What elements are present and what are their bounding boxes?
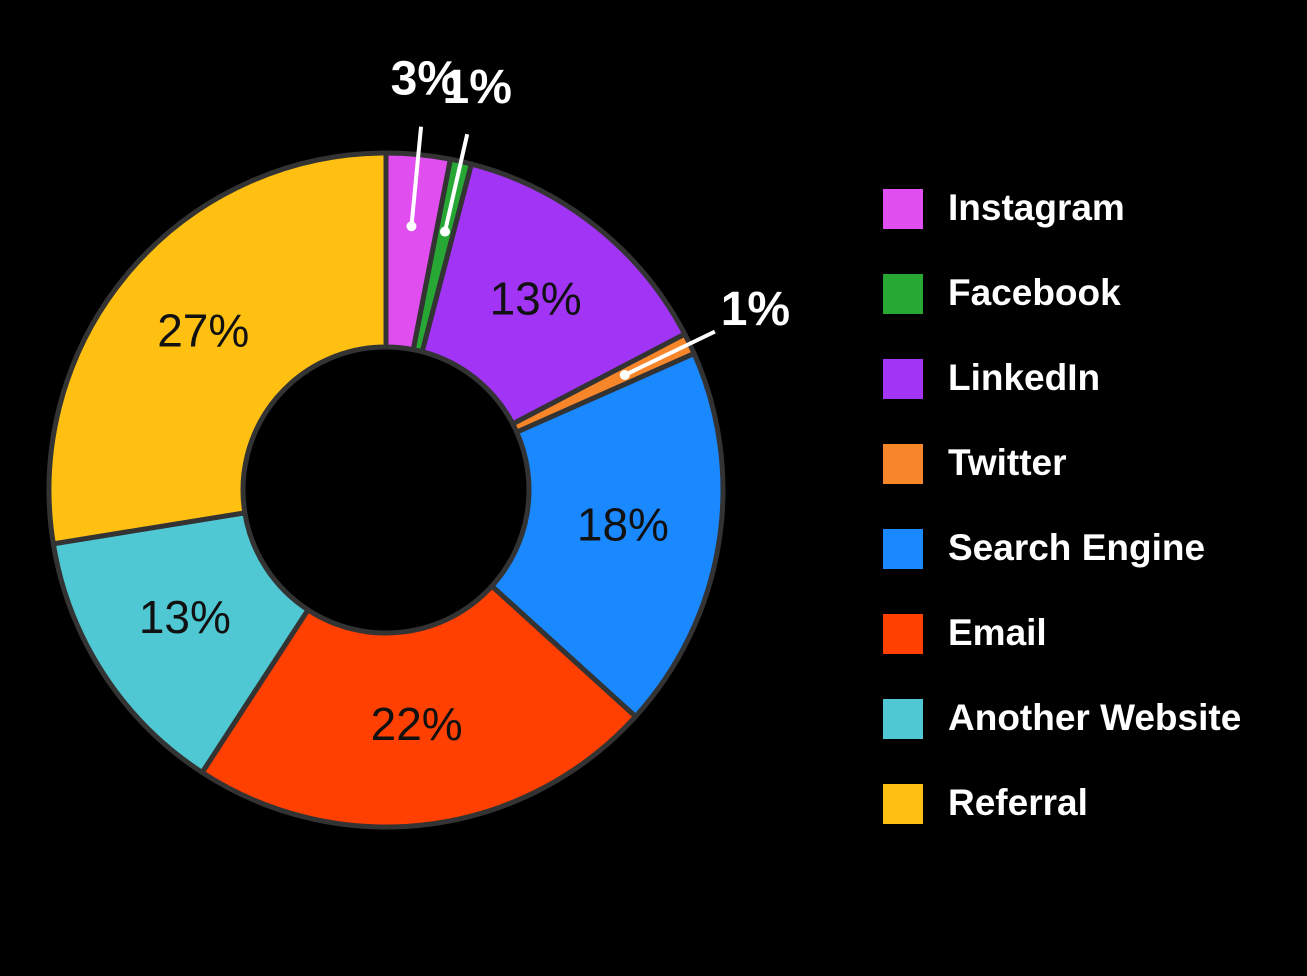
legend-swatch	[883, 359, 923, 399]
value-label: 27%	[157, 305, 249, 357]
value-label: 22%	[371, 698, 463, 750]
leader-line	[623, 329, 716, 377]
slice	[199, 583, 638, 830]
leader-line	[409, 126, 424, 227]
value-label: 13%	[490, 273, 582, 325]
legend-swatch	[883, 189, 923, 229]
value-label: 1%	[721, 283, 790, 336]
legend-label: Facebook	[948, 272, 1121, 313]
legend-label: Another Website	[948, 697, 1241, 738]
legend-label: Twitter	[948, 442, 1067, 483]
legend-swatch	[883, 444, 923, 484]
legend-swatch	[883, 699, 923, 739]
legend-label: Email	[948, 612, 1047, 653]
value-label: 18%	[577, 498, 669, 550]
slice	[46, 150, 389, 547]
legend-label: LinkedIn	[948, 357, 1100, 398]
legend-swatch	[883, 784, 923, 824]
legend-label: Instagram	[948, 187, 1125, 228]
value-label: 3%	[391, 53, 460, 106]
leader-dot	[406, 221, 417, 232]
slice	[419, 161, 688, 427]
slice	[489, 351, 726, 720]
value-label: 13%	[139, 591, 231, 643]
legend-label: Search Engine	[948, 527, 1205, 568]
leader-dot	[619, 370, 630, 381]
legend-swatch	[883, 614, 923, 654]
legend-label: Referral	[948, 782, 1088, 823]
legend-swatch	[883, 529, 923, 569]
leader-dot	[439, 226, 450, 237]
leader-line	[443, 133, 470, 233]
slice	[50, 510, 311, 775]
value-label: 1%	[443, 61, 512, 114]
legend-swatch	[883, 274, 923, 314]
